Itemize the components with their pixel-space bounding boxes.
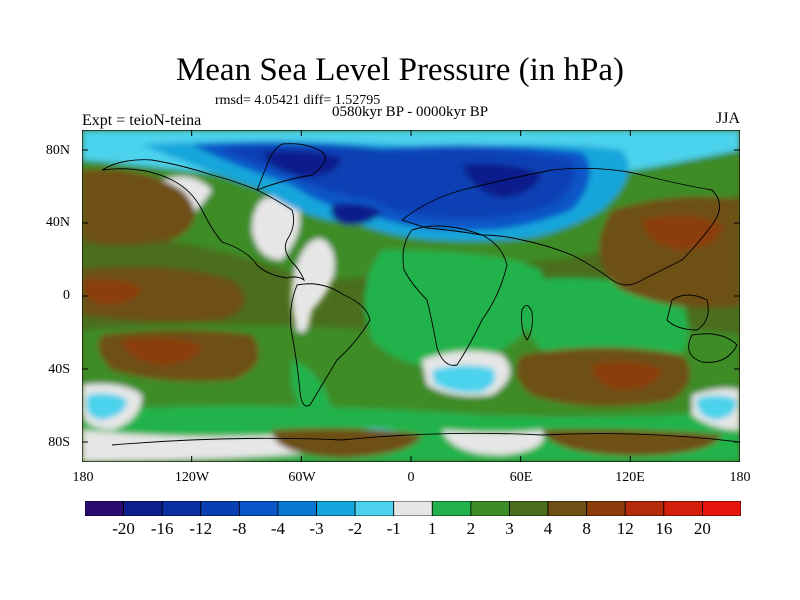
colorbar-label-2: -12 — [189, 519, 213, 538]
field-region-brown-31 — [272, 428, 422, 458]
colorbar-swatch-0 — [85, 501, 124, 516]
x-tick-180e: 180 — [729, 470, 751, 485]
pressure-map — [82, 130, 740, 462]
colorbar-swatch-1 — [123, 501, 163, 516]
field-region-brown-28 — [82, 266, 245, 322]
colorbar-swatch-2 — [161, 501, 202, 516]
x-tick-120e: 120E — [615, 470, 645, 485]
colorbar-swatch-8 — [393, 501, 433, 516]
colorbar-swatch-4 — [238, 501, 279, 516]
coastline-4 — [401, 167, 720, 286]
colorbar-label-8: 1 — [428, 519, 437, 538]
colorbar-label-7: -1 — [386, 519, 401, 538]
colorbar-swatch-16 — [702, 501, 741, 516]
coastline-8 — [111, 432, 740, 446]
x-tick-120w: 120W — [174, 470, 210, 485]
y-tick-80n: 80N — [45, 143, 70, 158]
field-region-green-2 — [364, 250, 544, 367]
chart-title: Mean Sea Level Pressure (in hPa) — [175, 52, 625, 88]
colorbar-label-9: 2 — [466, 519, 476, 538]
field-region-white-7 — [252, 196, 300, 260]
colorbar-label-5: -3 — [309, 519, 324, 538]
season-label: JJA — [715, 110, 740, 127]
coastlines — [101, 143, 740, 446]
colorbar — [85, 501, 741, 516]
field-region-green-3 — [519, 277, 689, 373]
field-region-rust-34 — [122, 338, 202, 365]
time-range-label: 0580kyr BP - 0000kyr BP — [331, 104, 489, 120]
x-tick-180w: 180 — [72, 470, 94, 485]
colorbar-swatch-9 — [431, 501, 472, 516]
colorbar-label-12: 8 — [582, 519, 591, 538]
colorbar-label-13: 12 — [616, 519, 634, 538]
coastline-6 — [688, 333, 738, 363]
colorbar-label-10: 3 — [505, 519, 514, 538]
field-region-cyan-16 — [432, 365, 496, 393]
x-tick-60e: 60E — [509, 470, 533, 485]
x-tick-60w: 60W — [288, 470, 316, 485]
colorbar-swatch-7 — [354, 501, 395, 516]
field-region-rust-36 — [82, 279, 142, 305]
colorbar-label-4: -4 — [270, 519, 286, 538]
colorbar-swatch-15 — [663, 501, 703, 516]
colorbar-label-6: -2 — [348, 519, 363, 538]
colorbar-swatch-11 — [509, 501, 549, 516]
coastline-1 — [256, 143, 326, 191]
y-tick-40n: 40N — [45, 215, 70, 230]
colorbar-label-15: 20 — [693, 519, 711, 538]
field-region-cyan-18 — [696, 395, 737, 420]
field-region-deep_blue-23 — [262, 150, 342, 178]
field-region-white-6 — [291, 238, 335, 333]
map-panel — [82, 130, 740, 462]
colorbar-swatch-3 — [200, 501, 240, 516]
colorbar-swatch-12 — [547, 501, 588, 516]
x-tick-0: 0 — [407, 470, 415, 485]
colorbar-label-14: 16 — [655, 519, 673, 538]
y-tick-eq: 0 — [63, 288, 70, 303]
coastline-3 — [402, 225, 508, 366]
colorbar-swatch-5 — [277, 501, 317, 516]
field-region-deep_blue-25 — [331, 203, 382, 225]
coastline-5 — [666, 294, 709, 331]
field-region-green-5 — [291, 360, 332, 424]
colorbar-swatch-13 — [586, 501, 626, 516]
stats-label: rmsd= 4.05421 diff= 1.52795 — [215, 93, 381, 108]
field-region-cyan-17 — [86, 393, 127, 420]
colorbar-label-0: -20 — [112, 519, 135, 538]
field-region-rust-33 — [642, 216, 722, 250]
colorbar-label-11: 4 — [543, 519, 553, 538]
coastline-0 — [101, 159, 305, 282]
colorbar-swatch-14 — [624, 501, 665, 516]
coastline-7 — [521, 305, 533, 341]
field-region-white-14 — [442, 430, 544, 455]
y-tick-80s: 80S — [48, 435, 70, 450]
field-region-brown-26 — [82, 169, 195, 245]
experiment-label: Expt = teioN-teina — [82, 112, 202, 129]
colorbar-label-1: -16 — [150, 519, 174, 538]
colorbar-swatch-6 — [316, 501, 356, 516]
colorbar-label-3: -8 — [232, 519, 247, 538]
colorbar-swatch-10 — [470, 501, 510, 516]
coastline-2 — [289, 283, 371, 407]
field-region-rust-35 — [592, 362, 662, 390]
y-tick-40s: 40S — [48, 362, 70, 377]
